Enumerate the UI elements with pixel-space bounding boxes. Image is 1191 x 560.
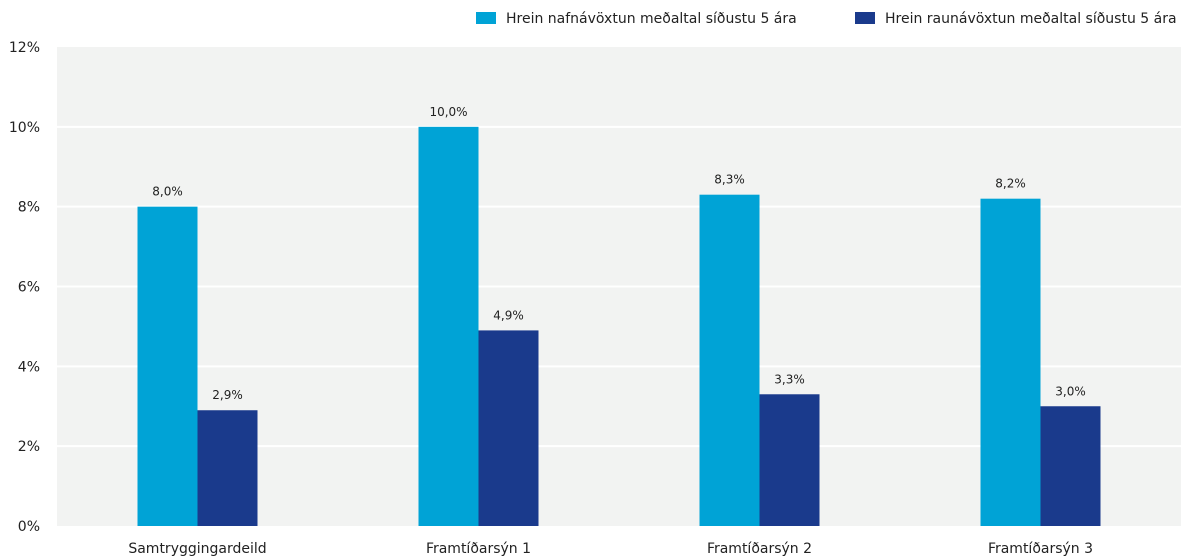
legend-swatch [855, 12, 875, 24]
x-tick-label: Samtryggingardeild [128, 541, 266, 556]
bar-series-1 [980, 198, 1041, 526]
y-tick-label: 10% [9, 120, 40, 136]
y-tick-label: 8% [18, 200, 40, 216]
data-label: 8,0% [152, 185, 183, 199]
x-tick-label: Framtíðarsýn 2 [707, 541, 812, 556]
data-label: 3,3% [774, 372, 805, 386]
bar-series-2 [197, 410, 258, 526]
x-axis-tick-labels: Samtryggingardeild Framtíðarsýn 1 Framtíða… [128, 541, 1093, 557]
y-tick-label: 0% [18, 519, 40, 535]
bar-series-2 [478, 330, 539, 526]
data-label: 2,9% [212, 388, 243, 402]
bar-series-1 [418, 126, 479, 526]
y-tick-label: 2% [18, 439, 40, 455]
y-tick-label: 4% [18, 359, 40, 375]
bar-series-2 [1040, 406, 1101, 526]
data-label: 8,3% [714, 173, 745, 187]
bar-series-2 [759, 394, 820, 526]
y-tick-label: 6% [18, 280, 40, 296]
y-axis-tick-labels: 0% 2% 4% 6% 8% 10% 12% [9, 40, 40, 535]
bar-series-1 [137, 206, 198, 526]
data-labels: 8,0% 2,9% 10,0% 4,9% 8,3% 3,3% 8,2% 3,0% [152, 105, 1086, 402]
data-label: 8,2% [995, 177, 1026, 191]
legend: Hrein nafnávöxtun meðaltal síðustu 5 ára… [476, 11, 1177, 27]
legend-label: Hrein nafnávöxtun meðaltal síðustu 5 ára [506, 11, 797, 27]
data-label: 10,0% [429, 105, 467, 119]
y-tick-label: 12% [9, 40, 40, 56]
x-tick-label: Framtíðarsýn 3 [988, 541, 1093, 556]
data-label: 3,0% [1055, 384, 1086, 398]
bar-series-1 [699, 194, 760, 527]
x-tick-label: Framtíðarsýn 1 [426, 541, 531, 556]
bars [137, 126, 1101, 527]
legend-label: Hrein raunávöxtun meðaltal síðustu 5 ára [885, 11, 1177, 27]
data-label: 4,9% [493, 308, 524, 322]
legend-swatch [476, 12, 496, 24]
